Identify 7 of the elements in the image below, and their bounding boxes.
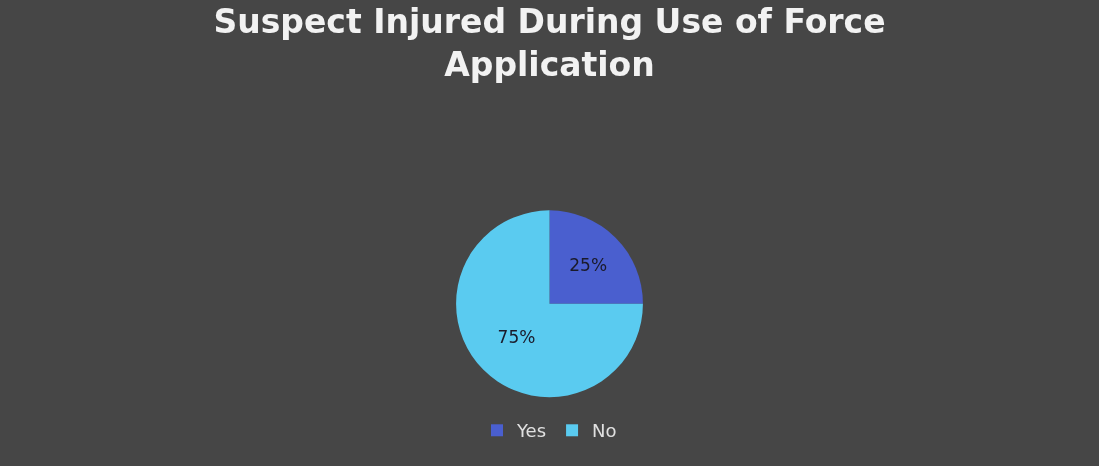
chart-title: Suspect Injured During Use of Force Application: [213, 1, 886, 84]
data-label: 75%: [497, 326, 536, 347]
legend-label: No: [592, 420, 617, 442]
pie-slice: [549, 210, 643, 304]
legend-label: Yes: [516, 420, 547, 442]
pie-slice: [456, 210, 643, 398]
data-label: 25%: [569, 255, 608, 276]
